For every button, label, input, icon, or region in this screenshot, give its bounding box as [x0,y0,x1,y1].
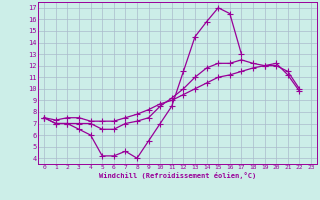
X-axis label: Windchill (Refroidissement éolien,°C): Windchill (Refroidissement éolien,°C) [99,172,256,179]
